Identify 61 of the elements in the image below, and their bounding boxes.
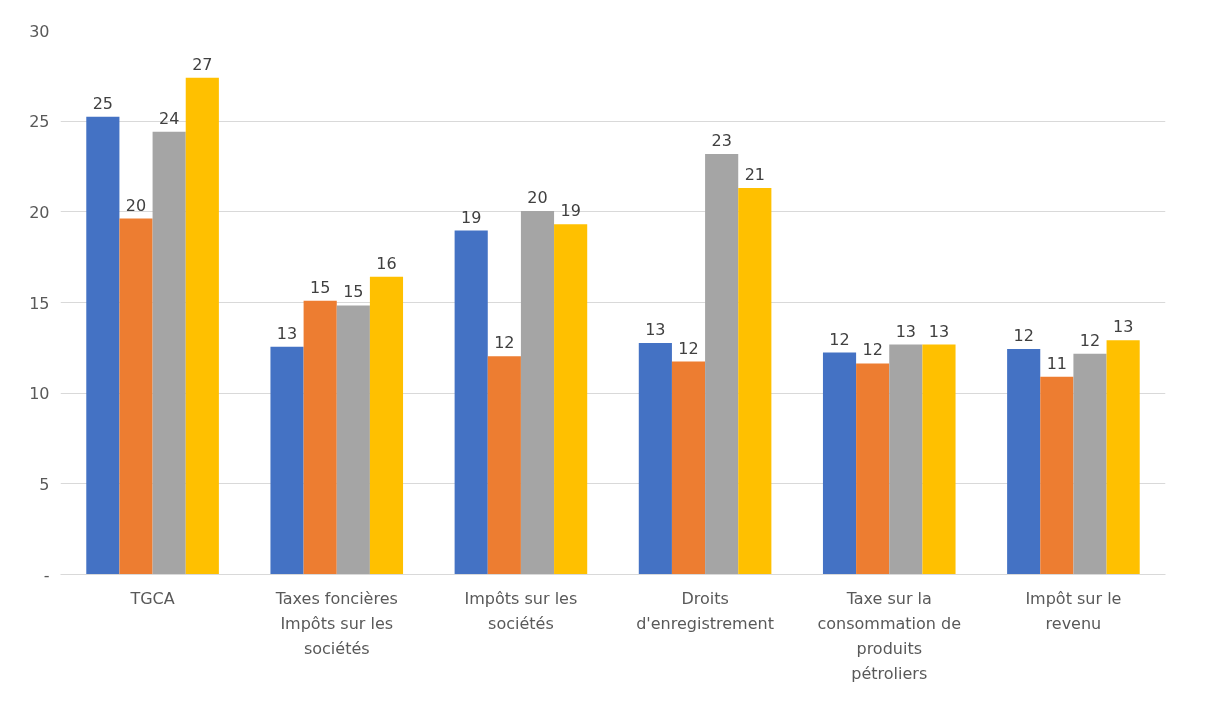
data-label: 12	[494, 333, 515, 353]
data-label: 27	[192, 54, 213, 74]
bar	[1073, 353, 1107, 575]
data-label: 13	[1112, 317, 1134, 337]
y-tick-label: 15	[29, 293, 50, 313]
data-label: 13	[895, 321, 916, 341]
y-tick-label: 20	[29, 202, 50, 222]
data-label: 13	[928, 321, 950, 341]
bar	[922, 344, 956, 575]
data-label: 12	[829, 329, 850, 349]
x-tick-label: Impôts sur les sociétés	[464, 588, 578, 633]
x-tick-label: Impôt sur le revenu	[1025, 588, 1122, 633]
data-label: 13	[276, 323, 298, 343]
bar	[487, 356, 521, 575]
data-label: 12	[1079, 330, 1101, 350]
bar	[369, 276, 404, 575]
data-label: 12	[862, 340, 883, 360]
data-label: 25	[92, 93, 114, 113]
bar	[520, 210, 555, 575]
bar	[554, 224, 588, 575]
bar	[119, 218, 153, 575]
data-label: 19	[560, 201, 581, 221]
bar	[705, 153, 739, 575]
bar	[856, 363, 890, 575]
x-tick-label: TGCA	[129, 588, 175, 608]
bar	[336, 305, 370, 575]
y-tick-label: 25	[29, 112, 50, 132]
data-label: 15	[310, 277, 331, 297]
y-tick-label: 30	[29, 21, 50, 41]
y-tick-label: 5	[39, 474, 50, 494]
data-label: 12	[678, 338, 699, 358]
bar	[1040, 376, 1074, 575]
data-label: 12	[1013, 325, 1034, 345]
data-label: 19	[461, 207, 482, 227]
data-label: 20	[527, 187, 548, 207]
data-label: 11	[1046, 353, 1068, 373]
y-tick-label: 10	[29, 384, 50, 404]
bar	[152, 131, 186, 575]
bar	[454, 230, 488, 575]
data-label: 15	[343, 282, 364, 302]
data-label: 23	[711, 130, 732, 150]
bar	[1106, 340, 1140, 575]
bar	[86, 116, 120, 575]
x-tick-label: Taxes foncières Impôts sur les sociétés	[274, 588, 398, 658]
data-label: 24	[158, 108, 180, 128]
bar	[638, 343, 672, 575]
data-label: 20	[125, 195, 147, 215]
x-tick-label: Taxe sur la consommation de produits pétroliers	[817, 588, 962, 683]
bar	[303, 300, 337, 575]
bar	[270, 346, 304, 575]
bar	[738, 188, 772, 575]
bar	[671, 361, 706, 575]
bar	[1007, 348, 1041, 575]
bar	[889, 344, 923, 575]
y-tick-label: -	[43, 565, 50, 585]
data-label: 16	[376, 253, 397, 273]
data-label: 21	[744, 165, 765, 185]
data-label: 13	[645, 320, 666, 340]
x-tick-label: Droits d'enregistrement	[636, 588, 774, 633]
bar	[822, 352, 857, 575]
bar	[185, 77, 219, 575]
